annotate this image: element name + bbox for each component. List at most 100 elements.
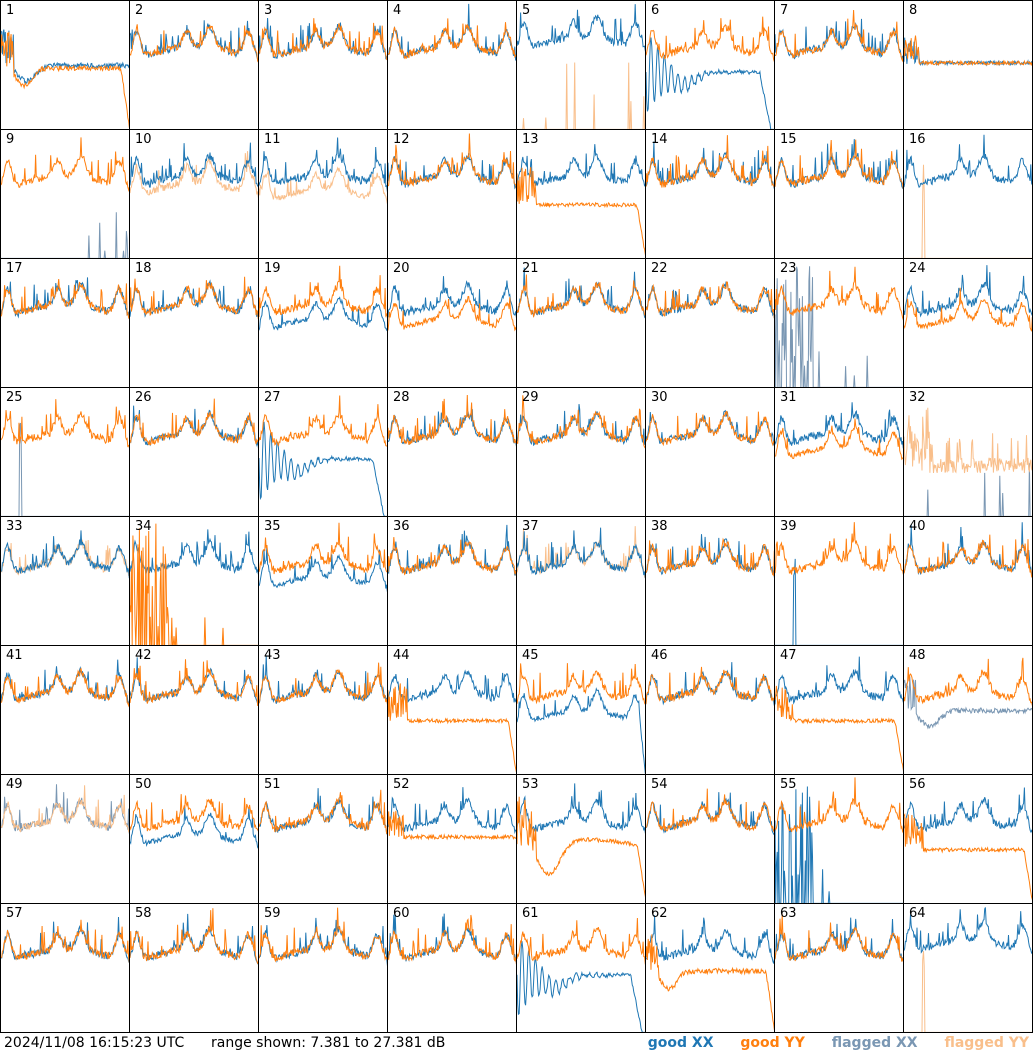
panel-10-good-xx-line	[130, 142, 258, 188]
panel-21-good-xx-line	[517, 267, 645, 319]
panel-58: 58	[129, 903, 259, 1033]
panel-1-good-yy-line	[1, 31, 129, 128]
panel-14: 14	[645, 129, 775, 259]
panel-32-plot	[904, 407, 1032, 516]
panel-41-plot	[1, 659, 129, 708]
panel-18-good-xx-line	[130, 279, 258, 318]
panel-10-plot	[130, 142, 258, 199]
panel-9-flagged-xx-line	[1, 212, 129, 258]
panel-34-good-xx-line	[130, 529, 258, 575]
panel-60: 60	[387, 903, 517, 1033]
panel-56-good-yy-line	[904, 813, 1032, 901]
panel-56-plot	[904, 787, 1032, 901]
panel-13: 13	[516, 129, 646, 259]
panel-18: 18	[129, 258, 259, 388]
panel-25-good-yy-line	[1, 399, 129, 449]
panel-49-flagged-xx-line	[1, 784, 129, 834]
panel-37: 37	[516, 516, 646, 646]
panel-63-plot	[775, 913, 903, 963]
panel-19: 19	[258, 258, 388, 388]
panel-17-good-yy-line	[1, 278, 129, 320]
panel-33-good-xx-line	[1, 530, 129, 579]
panel-5-plot	[517, 4, 645, 129]
panel-33: 33	[0, 516, 130, 646]
panel-12: 12	[387, 129, 517, 259]
panel-54-plot	[646, 788, 774, 836]
panel-38-good-xx-line	[646, 534, 774, 578]
panel-13-good-yy-line	[517, 167, 645, 256]
panel-47: 47	[774, 645, 904, 775]
panel-30-good-xx-line	[646, 409, 774, 447]
panel-12-good-yy-line	[388, 133, 516, 190]
panel-7-good-yy-line	[775, 9, 903, 63]
panel-9-plot	[1, 137, 129, 258]
panel-6-plot	[646, 16, 774, 129]
panel-9-good-yy-line	[1, 137, 129, 192]
panel-64-plot	[904, 907, 1032, 1032]
panel-27: 27	[258, 387, 388, 517]
panel-16: 16	[903, 129, 1033, 259]
panel-28: 28	[387, 387, 517, 517]
panel-22: 22	[645, 258, 775, 388]
panel-49-flagged-yy-line	[1, 785, 129, 833]
panel-39: 39	[774, 516, 904, 646]
panel-42-good-yy-line	[130, 659, 258, 706]
panel-63: 63	[774, 903, 904, 1033]
panel-35-good-xx-line	[259, 545, 387, 592]
panel-22-good-yy-line	[646, 281, 774, 319]
panel-30: 30	[645, 387, 775, 517]
panel-49-plot	[1, 784, 129, 834]
panel-52-good-xx-line	[388, 787, 516, 835]
panel-46-good-yy-line	[646, 666, 774, 705]
panel-57: 57	[0, 903, 130, 1033]
panel-29-good-yy-line	[517, 395, 645, 449]
panel-8-plot	[904, 35, 1032, 67]
panel-47-good-xx-line	[775, 656, 903, 705]
panel-46: 46	[645, 645, 775, 775]
panel-50-good-xx-line	[130, 806, 258, 849]
panel-13-good-xx-line	[517, 144, 645, 187]
panel-7-plot	[775, 9, 903, 63]
panel-53-plot	[517, 783, 645, 898]
panel-48-flagged-xx-line	[904, 676, 1032, 730]
footer: 2024/11/08 16:15:23 UTC range shown: 7.3…	[0, 1033, 1033, 1053]
panel-3-plot	[259, 17, 387, 61]
panel-35-plot	[259, 522, 387, 592]
panel-44-good-yy-line	[388, 683, 516, 773]
range-shown: range shown: 7.381 to 27.381 dB	[211, 1035, 446, 1051]
panel-11-good-xx-line	[259, 137, 387, 193]
panel-23: 23	[774, 258, 904, 388]
panel-2: 2	[129, 0, 259, 130]
panel-8: 8	[903, 0, 1033, 130]
panel-4: 4	[387, 0, 517, 130]
panel-26: 26	[129, 387, 259, 517]
panel-36: 36	[387, 516, 517, 646]
panel-43-good-yy-line	[259, 662, 387, 705]
panel-42: 42	[129, 645, 259, 775]
panel-1-plot	[1, 29, 129, 128]
panel-57-good-yy-line	[1, 919, 129, 963]
panel-45-plot	[517, 663, 645, 774]
panel-15-plot	[775, 139, 903, 190]
panel-20-good-yy-line	[388, 295, 516, 332]
panel-11: 11	[258, 129, 388, 259]
panel-62-plot	[646, 915, 774, 1031]
panel-2-plot	[130, 20, 258, 63]
panel-20: 20	[387, 258, 517, 388]
panel-13-plot	[517, 144, 645, 256]
panel-16-good-xx-line	[904, 134, 1032, 189]
panel-6: 6	[645, 0, 775, 130]
panel-27-good-yy-line	[259, 395, 387, 447]
panel-44-plot	[388, 669, 516, 773]
panel-19-good-xx-line	[259, 296, 387, 332]
panel-24-good-yy-line	[904, 287, 1032, 332]
panel-48-plot	[904, 657, 1032, 730]
panel-3: 3	[258, 0, 388, 130]
panel-53-good-xx-line	[517, 783, 645, 834]
panel-41-good-xx-line	[1, 659, 129, 706]
panel-57-plot	[1, 916, 129, 964]
panel-39-plot	[775, 522, 903, 645]
panel-17-plot	[1, 277, 129, 320]
panel-30-good-yy-line	[646, 410, 774, 447]
legend-good-yy: good YY	[740, 1035, 805, 1051]
